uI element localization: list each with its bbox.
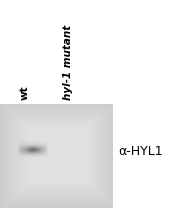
Text: hyl-1 mutant: hyl-1 mutant bbox=[63, 25, 73, 100]
Text: wt: wt bbox=[19, 85, 30, 100]
Text: α-HYL1: α-HYL1 bbox=[118, 145, 163, 158]
